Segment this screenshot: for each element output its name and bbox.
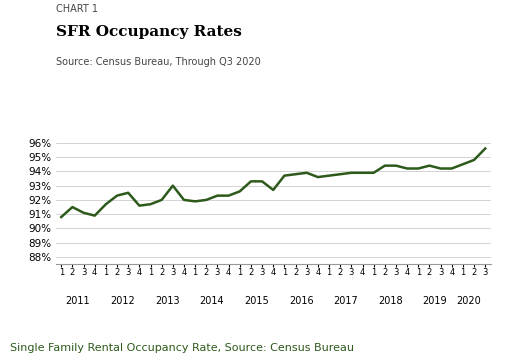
Text: SFR Occupancy Rates: SFR Occupancy Rates [56,25,241,39]
Text: 2019: 2019 [422,296,446,306]
Text: 2014: 2014 [199,296,224,306]
Text: Source: Census Bureau, Through Q3 2020: Source: Census Bureau, Through Q3 2020 [56,57,260,67]
Text: 2018: 2018 [377,296,402,306]
Text: 2020: 2020 [455,296,480,306]
Text: 2016: 2016 [288,296,313,306]
Text: 2015: 2015 [243,296,268,306]
Text: Single Family Rental Occupancy Rate, Source: Census Bureau: Single Family Rental Occupancy Rate, Sou… [10,343,354,353]
Text: 2012: 2012 [110,296,135,306]
Text: 2013: 2013 [155,296,179,306]
Text: 2017: 2017 [333,296,358,306]
Text: 2011: 2011 [66,296,90,306]
Text: CHART 1: CHART 1 [56,4,97,14]
